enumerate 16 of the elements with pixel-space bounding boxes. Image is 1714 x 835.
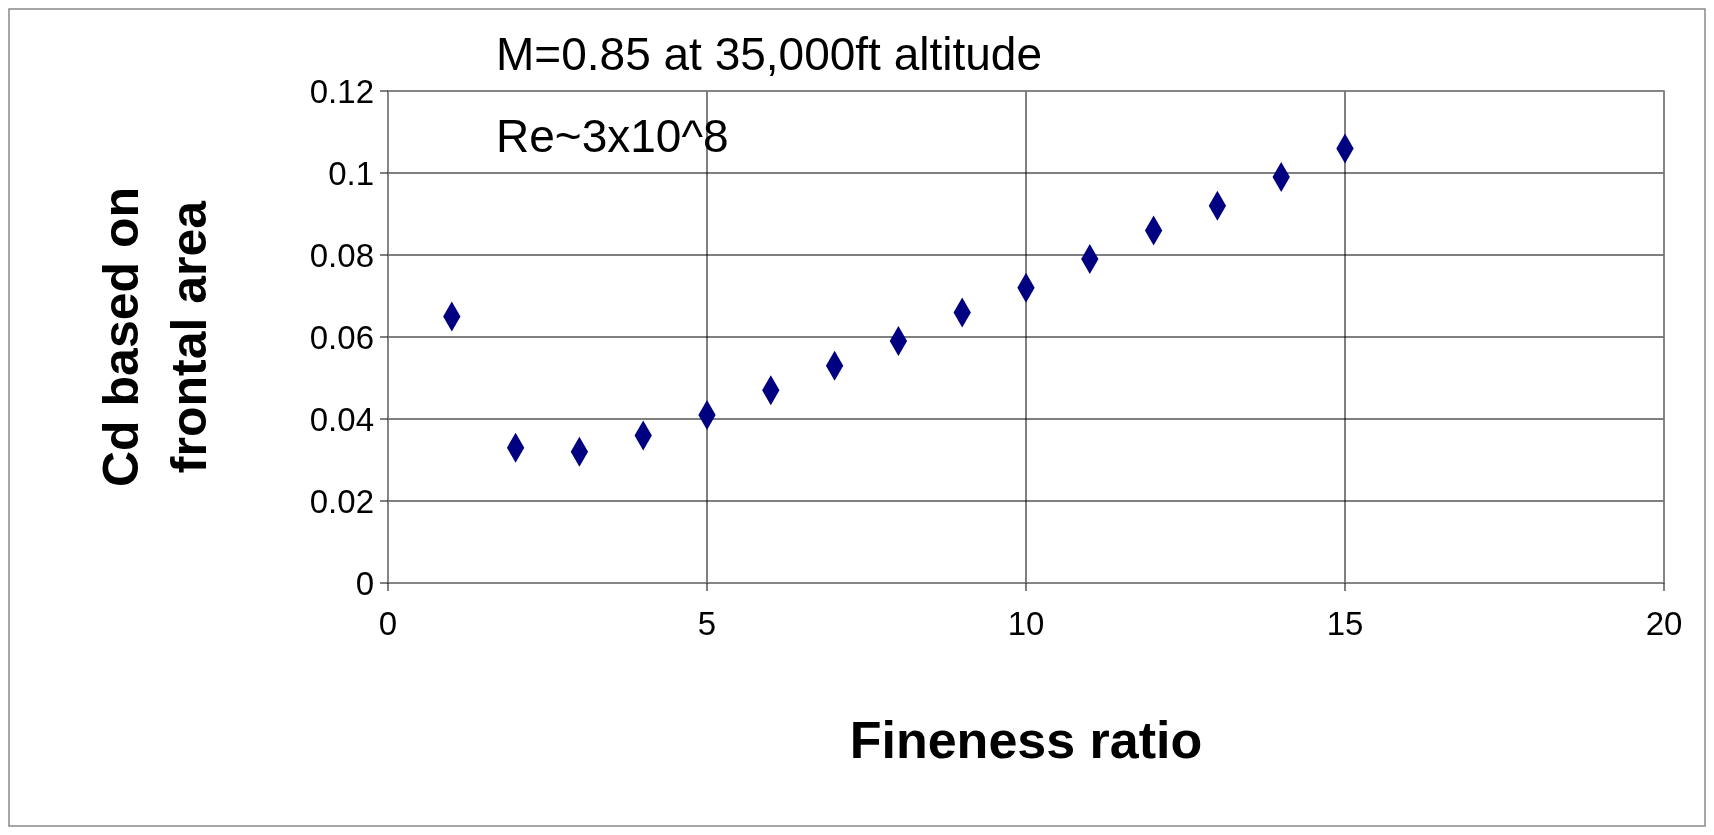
y-tick-label: 0.06	[309, 318, 374, 356]
y-tick-label: 0	[355, 564, 374, 602]
x-axis-title: Fineness ratio	[849, 711, 1203, 769]
x-tick-label: 20	[1645, 605, 1683, 642]
x-tick-label: 5	[697, 605, 717, 642]
y-tick-label: 0.1	[328, 154, 374, 192]
y-tick-label: 0.04	[309, 400, 374, 438]
x-tick-label: 15	[1326, 605, 1364, 642]
annotation: Re~3x10^8	[496, 110, 729, 162]
y-axis-title: Cd based on frontal area	[93, 186, 217, 488]
text: M=0.85 at 35,000ft altitude	[496, 28, 1043, 80]
y-tick-label: 0.12	[309, 72, 374, 110]
x-tick-label: 0	[378, 605, 398, 642]
x-tick-label: 10	[1007, 605, 1045, 642]
y-tick-label: 0.08	[309, 236, 374, 274]
y-tick-label: 0.02	[309, 482, 374, 520]
